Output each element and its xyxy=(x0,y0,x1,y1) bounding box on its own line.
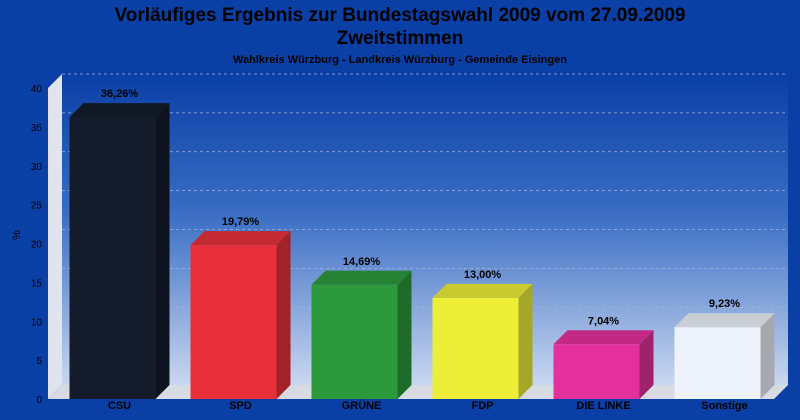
bar-side xyxy=(639,330,654,399)
data-label: 13,00% xyxy=(464,269,502,281)
y-axis-label: % xyxy=(11,230,23,240)
data-label: 19,79% xyxy=(222,216,260,228)
chart-title: Vorläufiges Ergebnis zur Bundestagswahl … xyxy=(114,5,686,26)
bar-side xyxy=(397,270,412,399)
data-label: 36,26% xyxy=(101,88,139,100)
y-tick-label: 40 xyxy=(31,84,43,95)
x-tick-label: SPD xyxy=(229,400,252,412)
chart-subtitle: Wahlkreis Würzburg - Landkreis Würzburg … xyxy=(233,54,567,66)
x-tick-label: FDP xyxy=(472,400,494,412)
data-label: 7,04% xyxy=(588,315,619,327)
bar-top xyxy=(311,270,412,285)
data-label: 9,23% xyxy=(709,298,740,310)
plot-left-wall xyxy=(48,74,62,399)
y-tick-label: 15 xyxy=(31,278,43,289)
bar xyxy=(553,344,640,399)
bar xyxy=(190,245,277,399)
y-tick-label: 10 xyxy=(31,317,43,328)
chart-title-line-2: Zweitstimmen xyxy=(336,28,464,49)
y-tick-label: 30 xyxy=(31,162,43,173)
bar-top xyxy=(432,283,533,298)
bar-top xyxy=(674,313,775,328)
y-tick-label: 5 xyxy=(36,356,42,367)
y-tick-label: 20 xyxy=(31,240,43,251)
x-tick-label: DIE LINKE xyxy=(576,400,630,412)
x-tick-label: GRÜNE xyxy=(342,399,382,412)
bar-top xyxy=(69,103,170,118)
y-tick-label: 0 xyxy=(36,395,42,406)
bar xyxy=(674,327,761,399)
bar xyxy=(311,284,398,399)
bar-side xyxy=(276,231,291,399)
bar-top xyxy=(553,330,654,345)
x-tick-label: Sonstige xyxy=(701,400,747,412)
bar-side xyxy=(518,283,533,399)
y-tick-label: 35 xyxy=(31,123,43,134)
x-tick-label: CSU xyxy=(108,400,131,412)
bar-side xyxy=(155,103,170,400)
bar-side xyxy=(760,313,775,399)
data-label: 14,69% xyxy=(343,256,381,268)
bar xyxy=(69,117,156,400)
y-tick-label: 25 xyxy=(31,201,43,212)
bar xyxy=(432,297,519,399)
bar-top xyxy=(190,231,291,246)
